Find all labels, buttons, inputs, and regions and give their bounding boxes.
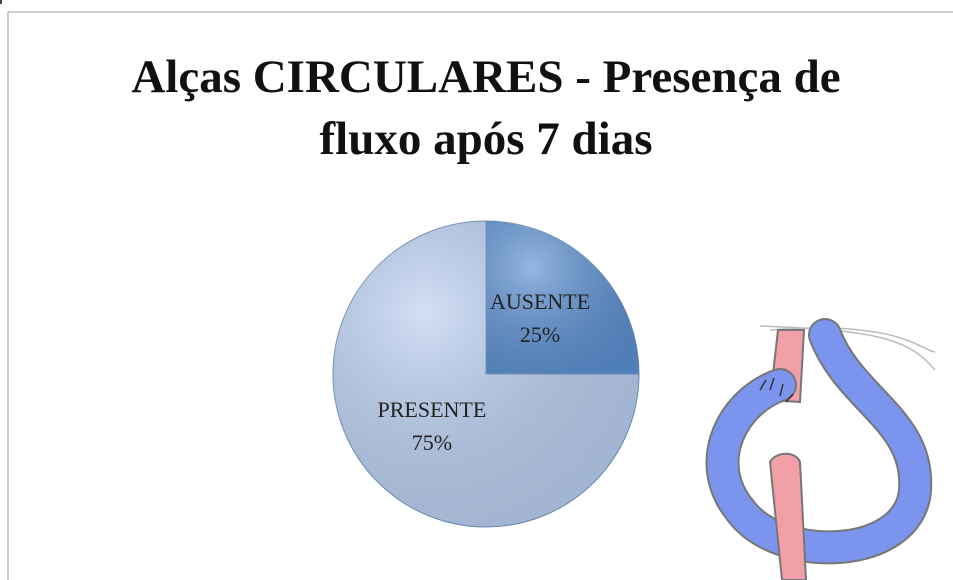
illustration <box>705 318 936 580</box>
corner-dot <box>0 0 2 4</box>
slice-category-label: PRESENTE <box>378 397 487 422</box>
pie: AUSENTE 25% PRESENTE 75% <box>332 220 640 528</box>
chart-title: Alças CIRCULARES - Presença de fluxo apó… <box>131 51 841 165</box>
slice-value-label: 75% <box>412 430 452 455</box>
slice-category-label: AUSENTE <box>490 289 590 314</box>
slice-value-label: 25% <box>520 322 560 347</box>
